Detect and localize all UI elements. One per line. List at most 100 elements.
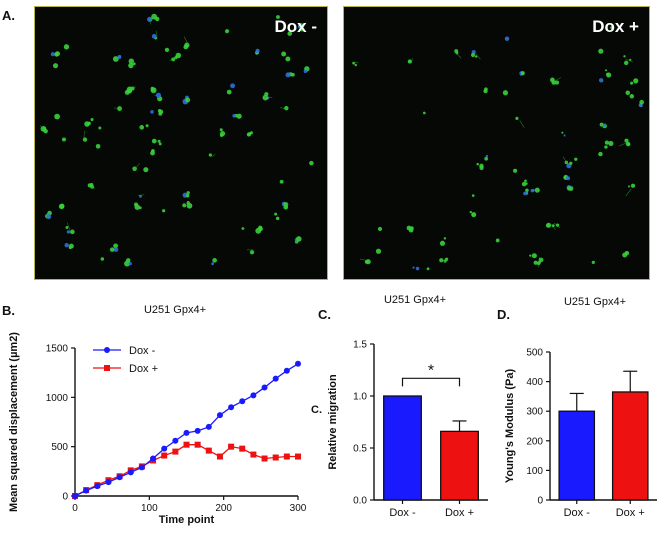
y-tick-label: 500 — [51, 442, 68, 453]
data-point — [250, 392, 257, 399]
x-tick-label: 0 — [72, 503, 78, 514]
bar — [383, 395, 422, 501]
cell — [604, 145, 608, 149]
panel-letter-a: A. — [2, 8, 15, 23]
cell — [554, 80, 560, 85]
cell — [100, 257, 105, 261]
cell — [485, 154, 489, 158]
cell — [415, 266, 420, 271]
cell — [281, 51, 287, 57]
cell — [563, 134, 566, 137]
cell — [128, 62, 134, 69]
cell — [630, 81, 634, 85]
data-point — [161, 452, 168, 459]
cell — [513, 168, 518, 173]
cell — [184, 42, 190, 48]
cell — [151, 33, 157, 39]
bar — [558, 410, 596, 501]
bar — [611, 391, 649, 501]
bar — [440, 430, 479, 501]
cell — [623, 55, 626, 58]
cell — [483, 88, 488, 94]
data-point — [72, 493, 78, 499]
cell — [624, 138, 629, 143]
cell — [591, 260, 595, 265]
y-tick-label: 1.5 — [353, 340, 367, 351]
cell-trail — [625, 188, 632, 197]
cell — [87, 183, 92, 188]
cell — [133, 202, 139, 207]
data-point — [216, 453, 223, 460]
chart-msd-line: 0 500 1000 1500 0 100 200 300 Time point Mean squ… — [8, 332, 307, 526]
cell — [150, 86, 155, 91]
data-point — [272, 454, 279, 461]
significance-star: * — [428, 362, 434, 379]
cell-trail — [282, 204, 289, 206]
cell — [98, 126, 102, 130]
data-point — [94, 483, 101, 490]
cell-trail — [550, 223, 556, 230]
y-tick-label: 400 — [526, 377, 543, 388]
cell — [212, 258, 217, 263]
cell — [175, 52, 182, 59]
cell — [112, 56, 119, 62]
cell — [633, 78, 639, 84]
cell — [563, 176, 567, 179]
cell — [66, 230, 71, 234]
series-line-dox-plus — [74, 444, 298, 497]
y-tick-label: 300 — [526, 407, 543, 418]
cell — [546, 224, 549, 228]
cell — [628, 185, 631, 188]
data-point — [150, 455, 157, 462]
cell — [561, 131, 564, 134]
chart-relative-migration: 0.0 0.5 1.0 1.5 Relative migration Dox - Dox +… — [327, 340, 488, 519]
cell-scatter-dox-minus — [39, 13, 314, 267]
cell — [158, 142, 162, 146]
cell — [439, 240, 446, 246]
cell — [455, 51, 459, 55]
y-tick-label: 0 — [62, 492, 68, 503]
cell-trail — [625, 58, 634, 63]
cell — [300, 27, 304, 32]
microscopy-image-dox-minus: Dox - — [34, 6, 328, 280]
cell-trail — [554, 77, 562, 82]
cell — [471, 194, 475, 197]
cell-trail — [39, 125, 45, 130]
cell — [639, 99, 644, 105]
cell — [364, 259, 369, 264]
cell — [219, 128, 223, 132]
cell — [520, 71, 525, 76]
cell-trail — [562, 156, 569, 165]
image-label-dox-minus: Dox - — [274, 17, 318, 36]
cell — [515, 116, 519, 120]
cell — [283, 202, 289, 207]
cell — [443, 237, 447, 240]
cell — [185, 97, 191, 103]
x-tick-label: 200 — [215, 503, 232, 514]
cell — [226, 89, 232, 95]
x-axis-label: Time point — [159, 514, 215, 526]
cell-trail — [290, 27, 298, 31]
cell-trail — [46, 213, 50, 219]
cell — [297, 24, 303, 29]
cell-trail — [113, 107, 122, 110]
legend-marker — [104, 365, 110, 371]
cell — [276, 15, 280, 19]
cell-trail — [618, 142, 627, 147]
cell-trail — [265, 95, 273, 99]
data-point — [83, 487, 90, 494]
cell — [598, 151, 603, 157]
data-point — [127, 469, 134, 476]
cell — [128, 262, 132, 266]
cell — [555, 223, 560, 227]
cell — [186, 202, 193, 209]
cell — [171, 57, 176, 62]
cell-trail — [187, 99, 190, 103]
cell — [151, 138, 157, 144]
data-point — [205, 447, 212, 454]
data-point — [283, 453, 290, 460]
cell — [608, 140, 614, 147]
cell — [610, 26, 613, 30]
cell — [65, 226, 69, 229]
cell-trail — [475, 53, 481, 60]
